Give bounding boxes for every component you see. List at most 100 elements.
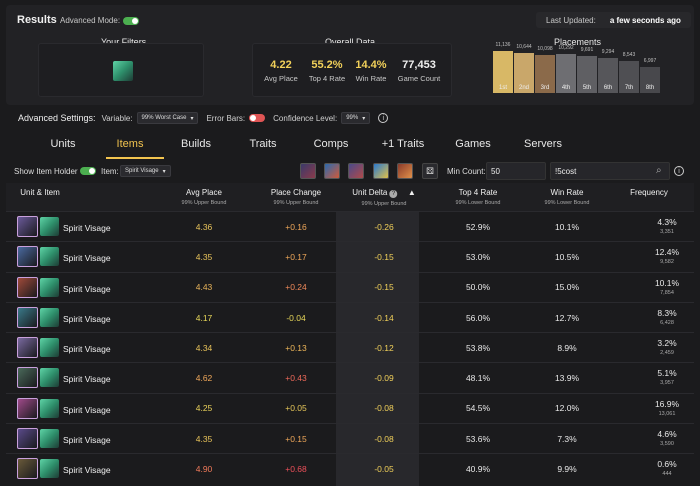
frequency-cell: 0.6% 444 — [647, 459, 687, 477]
unit-delta-cell: -0.09 — [374, 373, 394, 384]
avg-place-value: 4.22 — [270, 59, 292, 71]
frequency-percent: 5.1% — [657, 368, 677, 379]
table-row[interactable]: Spirit Visage 4.36 +0.16 -0.26 52.9% 10.1% 4.3… — [6, 211, 694, 241]
unit-delta-cell: -0.08 — [374, 433, 394, 444]
variable-label: Variable: — [101, 113, 133, 123]
table-row[interactable]: Spirit Visage 4.34 +0.13 -0.12 53.8% 8.9% 3.2%… — [6, 332, 694, 362]
frequency-count: 7,854 — [660, 289, 674, 296]
confidence-value: 99% — [346, 115, 359, 121]
header-place-change[interactable]: Place Change 99% Upper Bound — [270, 188, 322, 206]
min-count-input[interactable]: 50 — [486, 162, 546, 180]
placement-label: 4th — [561, 85, 571, 91]
tab-games[interactable]: Games — [455, 138, 491, 150]
frequency-cell: 4.6% 3,590 — [647, 429, 687, 447]
chevron-down-icon: ▾ — [362, 115, 366, 122]
win-rate-cell: 12.7% — [554, 312, 580, 323]
frequency-cell: 8.3% 6,428 — [647, 308, 687, 326]
table-row[interactable]: Spirit Visage 4.17 -0.04 -0.14 56.0% 12.7% 8.3… — [6, 301, 694, 332]
trait-filter-icon-2[interactable] — [324, 163, 340, 179]
table-row[interactable]: Spirit Visage 4.43 +0.24 -0.15 50.0% 15.0% 10.… — [6, 271, 694, 302]
info-icon[interactable]: i — [674, 166, 684, 176]
place-change-cell: +0.17 — [285, 251, 307, 262]
header-win-rate[interactable]: Win Rate 99% Lower Bound — [544, 188, 590, 206]
tab-traits[interactable]: Traits — [249, 138, 277, 150]
placement-count: 10,292 — [558, 45, 574, 51]
header-unit-delta[interactable]: Unit Delta ? ▲ 99% Upper Bound — [352, 188, 416, 207]
top4-rate-cell: 54.5% — [465, 403, 491, 414]
spirit-visage-icon[interactable] — [113, 61, 133, 81]
search-input[interactable]: !5cost — [550, 162, 670, 180]
avg-place-cell: 4.17 — [195, 312, 213, 323]
placement-label: 5th — [582, 85, 592, 91]
frequency-count: 9,582 — [660, 259, 674, 266]
show-item-holder-toggle[interactable] — [80, 167, 96, 175]
header-top4-rate[interactable]: Top 4 Rate 99% Lower Bound — [455, 188, 501, 206]
tab-comps[interactable]: Comps — [313, 138, 349, 150]
placement-label: 6th — [603, 85, 613, 91]
win-rate-cell: 15.0% — [554, 282, 580, 293]
item-name: Spirit Visage — [63, 283, 111, 294]
placement-count: 6,997 — [643, 58, 657, 64]
champion-portrait — [17, 458, 38, 480]
tab-items[interactable]: Items — [116, 138, 144, 150]
trait-filter-icon-5[interactable] — [397, 163, 413, 179]
help-icon: ? — [389, 190, 398, 198]
header-unit-item[interactable]: Unit & Item — [20, 188, 60, 197]
top4-rate-cell: 53.6% — [465, 433, 491, 444]
placement-label: 8th — [645, 85, 655, 91]
active-tab-indicator — [106, 157, 164, 159]
trait-filter-icon-3[interactable] — [348, 163, 364, 179]
tab-units[interactable]: Units — [50, 138, 76, 150]
error-bars-toggle[interactable] — [249, 114, 266, 122]
dice-icon[interactable]: ⚄ — [422, 163, 438, 179]
overall-data-box: 4.22 Avg Place 55.2% Top 4 Rate 14.4% Wi… — [252, 43, 452, 97]
overall-data-title: Overall Data — [325, 37, 376, 47]
top4-rate-cell: 53.8% — [465, 342, 491, 353]
header-frequency[interactable]: Frequency — [630, 188, 668, 197]
your-filters-box — [38, 43, 204, 97]
frequency-count: 3,590 — [660, 441, 674, 448]
games-label: Game Count — [397, 74, 441, 83]
unit-delta-column-highlight — [336, 183, 419, 486]
win-rate-cell: 12.0% — [554, 403, 580, 414]
trait-filter-icon-1[interactable] — [300, 163, 316, 179]
results-panel: Results Advanced Mode: Last Updated: a f… — [6, 5, 694, 105]
placement-bar-2nd: 10,644 2nd — [514, 44, 534, 93]
place-change-cell: +0.05 — [285, 403, 307, 414]
unit-delta-cell: -0.15 — [374, 282, 394, 293]
placement-count: 8,543 — [622, 52, 636, 58]
advanced-mode-toggle[interactable] — [123, 16, 140, 25]
search-icon: ⌕ — [656, 165, 662, 176]
avg-place-cell: 4.62 — [195, 373, 213, 384]
top4-rate-cell: 53.0% — [465, 251, 491, 262]
info-icon[interactable]: i — [378, 113, 389, 123]
tab-servers[interactable]: Servers — [524, 138, 562, 150]
header-avg-place[interactable]: Avg Place 99% Upper Bound — [181, 188, 227, 206]
table-row[interactable]: Spirit Visage 4.35 +0.17 -0.15 53.0% 10.5% 12.… — [6, 241, 694, 271]
place-change-cell: -0.04 — [286, 312, 306, 323]
placement-count: 10,644 — [516, 44, 532, 50]
win-label: Win Rate — [355, 74, 387, 83]
stat-games: 77,453 Game Count — [393, 59, 445, 83]
table-row[interactable]: Spirit Visage 4.35 +0.15 -0.08 53.6% 7.3% 4.6%… — [6, 423, 694, 453]
unit-delta-cell: -0.08 — [374, 403, 394, 414]
trait-filter-icon-4[interactable] — [373, 163, 389, 179]
frequency-cell: 16.9% 13,061 — [647, 399, 687, 417]
tab-builds[interactable]: Builds — [181, 138, 211, 150]
table-row[interactable]: Spirit Visage 4.25 +0.05 -0.08 54.5% 12.0% 16.… — [6, 392, 694, 423]
table-row[interactable]: Spirit Visage 4.62 +0.43 -0.09 48.1% 13.9% 5.1… — [6, 362, 694, 392]
top4-rate-cell: 52.9% — [465, 221, 491, 232]
tab-plus1-traits[interactable]: +1 Traits — [381, 138, 425, 150]
spirit-visage-icon — [40, 398, 59, 418]
placement-bar-7th: 8,543 7th — [619, 52, 639, 93]
confidence-select[interactable]: 99% ▾ — [341, 112, 371, 124]
table-header: Unit & Item Avg Place 99% Upper Bound Pl… — [6, 183, 694, 211]
variable-select[interactable]: 99% Worst Case ▾ — [136, 112, 199, 124]
games-value: 77,453 — [402, 59, 436, 71]
table-row[interactable]: Spirit Visage 4.90 +0.68 -0.05 40.9% 9.9% 0.6%… — [6, 453, 694, 483]
last-updated-value: a few seconds ago — [609, 15, 681, 25]
item-select[interactable]: Spirit Visage ▾ — [120, 165, 171, 177]
champion-portrait — [17, 337, 38, 359]
place-change-cell: +0.13 — [285, 342, 307, 353]
frequency-percent: 12.4% — [654, 247, 680, 258]
